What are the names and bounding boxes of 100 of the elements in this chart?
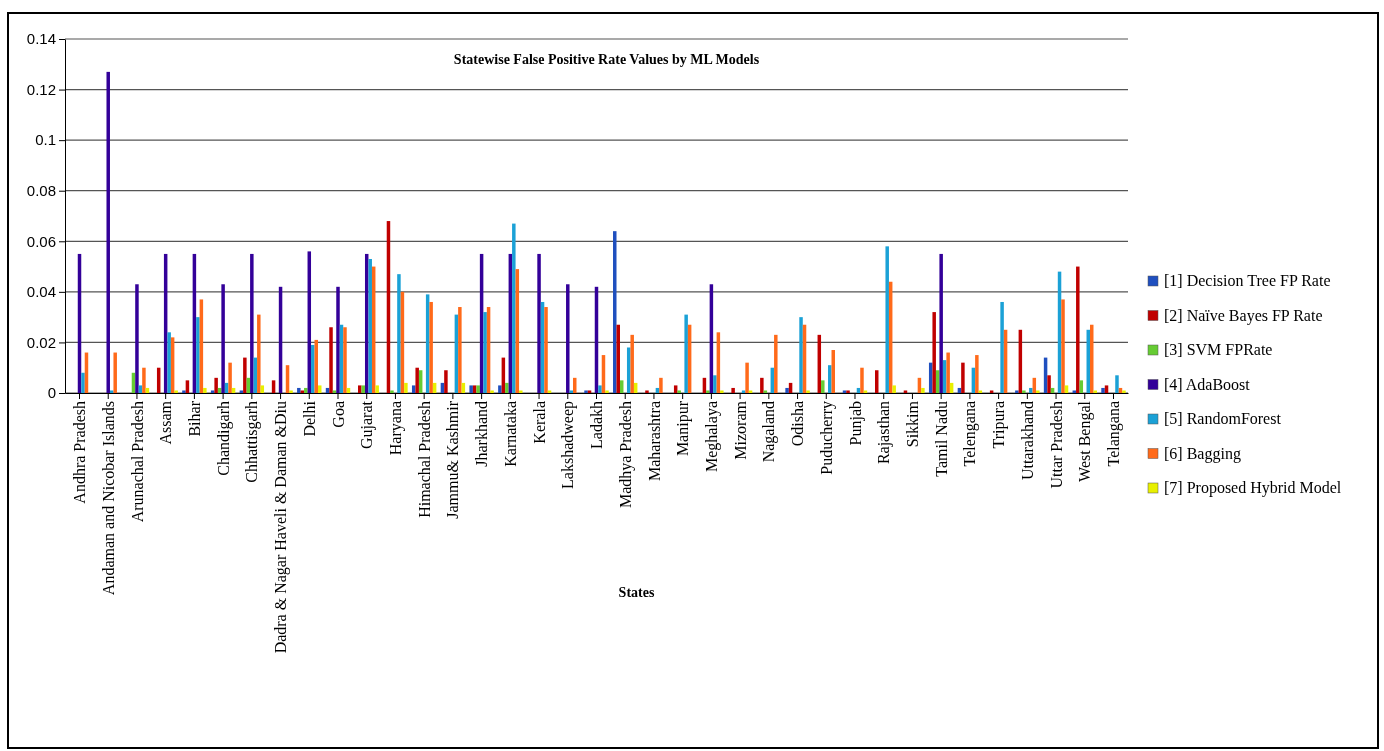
- x-tick-label: Himachal Pradesh: [415, 401, 433, 518]
- x-tick-label: Delhi: [300, 400, 318, 437]
- bar: [390, 390, 394, 393]
- bar: [673, 385, 678, 393]
- x-tick-label: Andhra Pradesh: [71, 401, 89, 504]
- bar: [329, 327, 333, 393]
- bar: [1015, 390, 1019, 393]
- bar: [476, 385, 480, 393]
- bar: [1093, 390, 1097, 393]
- bar: [939, 253, 943, 393]
- bar: [368, 258, 372, 393]
- bar: [512, 223, 516, 393]
- bar: [677, 390, 681, 393]
- bar: [821, 380, 825, 393]
- y-tick-label: 0.12: [26, 80, 56, 98]
- x-tick-label: Punjab: [846, 401, 865, 446]
- legend-label: [1] Decision Tree FP Rate: [1164, 272, 1331, 289]
- x-tick-label: Manipur: [674, 400, 693, 457]
- legend-label: [7] Proposed Hybrid Model: [1164, 479, 1342, 497]
- bar: [885, 246, 889, 393]
- bar: [645, 390, 649, 393]
- bar: [846, 390, 850, 393]
- bar: [490, 390, 494, 393]
- bar: [289, 390, 293, 393]
- bar: [659, 377, 663, 393]
- y-tick-label: 0: [47, 384, 56, 402]
- text: Statewise False Positive Rate Values by ML Models: [453, 52, 760, 67]
- bar: [863, 390, 868, 393]
- bar: [311, 344, 315, 393]
- bar: [806, 390, 810, 393]
- x-tick-label: Karnataka: [501, 401, 519, 467]
- bar: [584, 390, 588, 393]
- bar: [239, 390, 244, 393]
- y-tick-label: 0.14: [26, 30, 56, 48]
- bar: [203, 387, 207, 393]
- bar: [214, 377, 218, 393]
- y-tick-label: 0.06: [26, 232, 56, 250]
- x-tick-label: Chhattisgarh: [243, 401, 262, 483]
- bar: [397, 274, 401, 393]
- bar: [842, 390, 847, 393]
- bar: [903, 390, 908, 393]
- x-tick-label: Jharkhand: [473, 401, 491, 467]
- bar: [458, 307, 462, 393]
- x-tick-label: Telengana: [961, 401, 980, 467]
- bar: [605, 390, 609, 393]
- x-tick-label: Kerala: [530, 401, 548, 444]
- bar: [1061, 299, 1065, 393]
- bar: [505, 382, 509, 393]
- bar: [113, 352, 117, 393]
- bar: [921, 387, 925, 393]
- bar: [1104, 385, 1109, 393]
- bar: [138, 385, 143, 393]
- bar: [167, 332, 171, 393]
- bar: [785, 387, 789, 393]
- bar: [630, 334, 634, 393]
- bar: [961, 362, 965, 393]
- bar: [763, 390, 768, 393]
- bar: [142, 367, 146, 393]
- bar: [720, 390, 724, 393]
- x-tick-label: Madhya Pradesh: [616, 401, 635, 509]
- y-tick-label: 0.02: [26, 333, 56, 351]
- bar: [1000, 301, 1004, 393]
- bar: [304, 387, 308, 393]
- bar: [81, 372, 85, 393]
- bar: [257, 314, 261, 393]
- x-tick-label: Bihar: [185, 400, 203, 437]
- bar: [429, 301, 433, 393]
- x-tick-label: Tripura: [990, 401, 1009, 449]
- x-tick-label: Dadra & Nagar Haveli & Daman &Diu: [272, 401, 291, 654]
- bar: [731, 387, 735, 393]
- bar: [975, 355, 979, 393]
- bar: [221, 284, 225, 393]
- bar: [932, 312, 936, 393]
- x-tick-label: Puducherry: [817, 401, 836, 475]
- x-tick-label: Haryana: [387, 401, 406, 456]
- bar: [174, 390, 178, 393]
- bar: [566, 284, 570, 393]
- bar: [1122, 390, 1126, 393]
- x-tick-label: Meghalaya: [702, 401, 721, 473]
- bar: [1036, 390, 1040, 393]
- bar: [182, 390, 186, 393]
- bar: [135, 284, 139, 393]
- x-tick-label: Nagaland: [760, 401, 779, 463]
- bar: [828, 365, 832, 393]
- bar: [1047, 375, 1051, 393]
- bar: [297, 387, 301, 393]
- legend-label: [3] SVM FPRate: [1164, 341, 1273, 358]
- bar: [799, 317, 803, 393]
- x-tick-label: Lakshadweep: [559, 401, 578, 489]
- bar: [598, 385, 602, 393]
- x-tick-label: Gujarat: [358, 400, 377, 449]
- legend-label: [5] RandomForest: [1164, 410, 1282, 427]
- bar: [741, 390, 746, 393]
- bar: [472, 385, 477, 393]
- y-tick-label: 0.1: [35, 131, 56, 149]
- bar: [415, 367, 419, 393]
- bar: [336, 286, 340, 393]
- bar: [760, 377, 764, 393]
- x-tick-label: Rajasthan: [875, 401, 894, 465]
- bar: [106, 71, 110, 393]
